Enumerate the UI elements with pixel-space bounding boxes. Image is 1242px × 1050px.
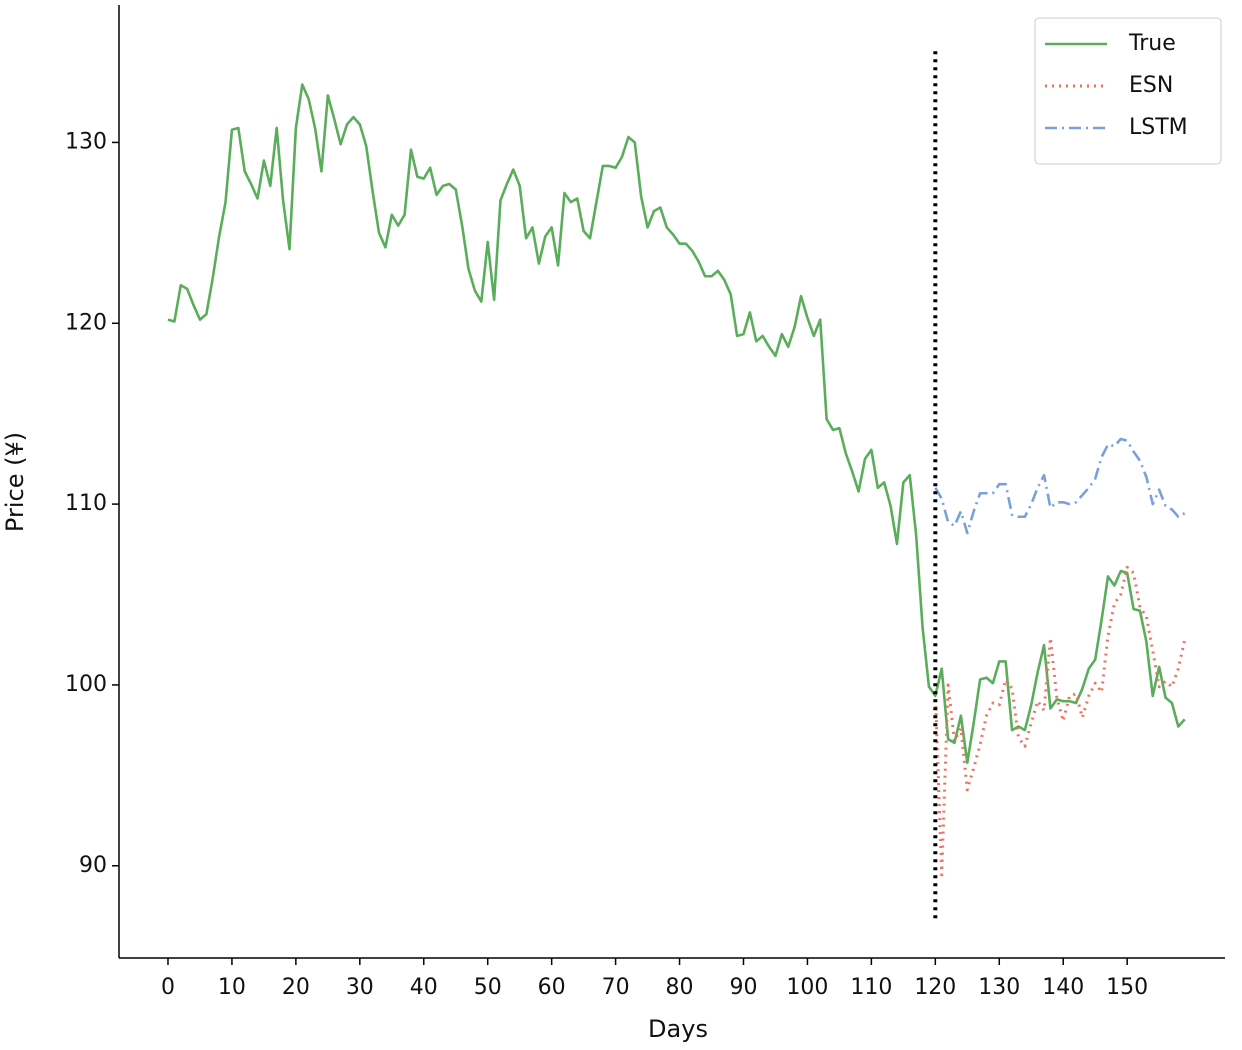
x-tick-label: 30 [346, 975, 374, 1000]
x-tick-label: 130 [978, 975, 1020, 1000]
legend-label: LSTM [1129, 115, 1188, 140]
x-tick-label: 80 [666, 975, 694, 1000]
x-tick-label: 0 [161, 975, 175, 1000]
x-tick-label: 150 [1106, 975, 1148, 1000]
x-tick-label: 40 [410, 975, 438, 1000]
x-tick-label: 110 [850, 975, 892, 1000]
x-tick-label: 20 [282, 975, 310, 1000]
legend-label: ESN [1129, 73, 1173, 98]
x-tick-label: 140 [1042, 975, 1084, 1000]
x-tick-label: 10 [218, 975, 246, 1000]
y-tick-label: 90 [79, 853, 107, 878]
legend-box [1034, 17, 1222, 165]
x-tick-label: 120 [914, 975, 956, 1000]
data-line [934, 437, 1186, 535]
x-tick-label: 100 [786, 975, 828, 1000]
legend-label: True [1128, 31, 1176, 56]
x-tick-label: 70 [602, 975, 630, 1000]
x-axis-label: Days [648, 1015, 708, 1043]
y-tick-label: 130 [65, 129, 107, 154]
y-tick-label: 100 [65, 672, 107, 697]
data-line [933, 565, 1187, 877]
data-line [167, 83, 1186, 764]
x-tick-label: 50 [474, 975, 502, 1000]
y-tick-label: 110 [65, 491, 107, 516]
y-axis-label: Price (¥) [1, 432, 29, 532]
x-tick-label: 90 [729, 975, 757, 1000]
x-tick-label: 60 [538, 975, 566, 1000]
y-tick-label: 120 [65, 310, 107, 335]
